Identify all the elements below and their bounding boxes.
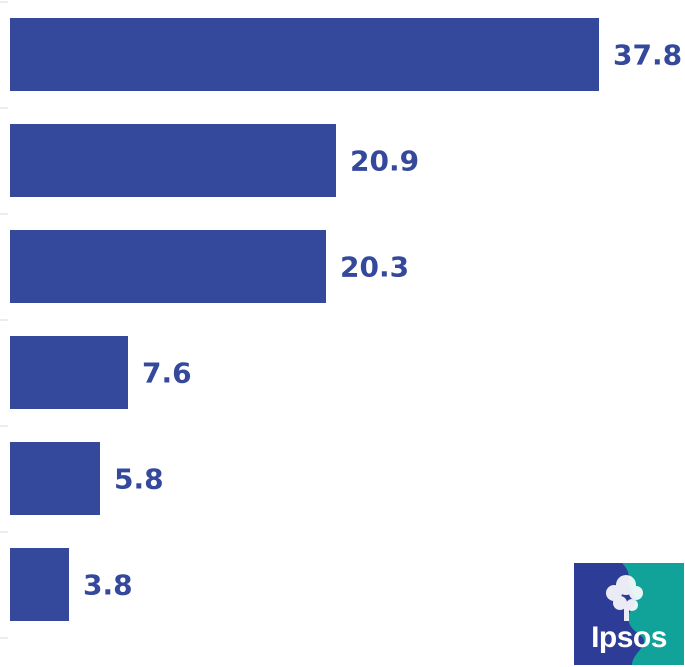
bar-4 <box>10 442 100 515</box>
bar-value-label-1: 20.9 <box>350 145 419 178</box>
tree-head-icon <box>574 563 684 665</box>
bar-value-label-2: 20.3 <box>340 251 409 284</box>
bar-value-label-0: 37.8 <box>613 39 682 72</box>
bar-value-label-4: 5.8 <box>114 463 164 496</box>
bar-1 <box>10 124 336 197</box>
bar-0 <box>10 18 599 91</box>
ipsos-logo: Ipsos <box>574 563 684 665</box>
bar-3 <box>10 336 128 409</box>
bar-5 <box>10 548 69 621</box>
bar-value-label-5: 3.8 <box>83 569 133 602</box>
logo-text: Ipsos <box>591 621 667 654</box>
bar-2 <box>10 230 326 303</box>
bar-value-label-3: 7.6 <box>142 357 192 390</box>
